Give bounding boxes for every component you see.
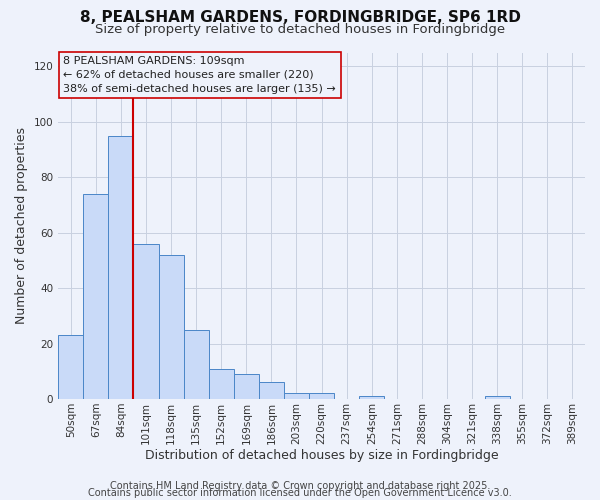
Bar [309, 394, 334, 399]
Bar [83, 194, 109, 399]
Bar [259, 382, 284, 399]
Bar [485, 396, 510, 399]
Bar [58, 336, 83, 399]
Text: Contains HM Land Registry data © Crown copyright and database right 2025.: Contains HM Land Registry data © Crown c… [110, 481, 490, 491]
Bar [184, 330, 209, 399]
Bar [209, 368, 234, 399]
Text: 8 PEALSHAM GARDENS: 109sqm
← 62% of detached houses are smaller (220)
38% of sem: 8 PEALSHAM GARDENS: 109sqm ← 62% of deta… [64, 56, 336, 94]
Y-axis label: Number of detached properties: Number of detached properties [15, 128, 28, 324]
Bar [109, 136, 133, 399]
Bar [234, 374, 259, 399]
Bar [284, 394, 309, 399]
Bar [133, 244, 158, 399]
X-axis label: Distribution of detached houses by size in Fordingbridge: Distribution of detached houses by size … [145, 450, 499, 462]
Text: Contains public sector information licensed under the Open Government Licence v3: Contains public sector information licen… [88, 488, 512, 498]
Text: 8, PEALSHAM GARDENS, FORDINGBRIDGE, SP6 1RD: 8, PEALSHAM GARDENS, FORDINGBRIDGE, SP6 … [80, 10, 520, 25]
Bar [359, 396, 385, 399]
Text: Size of property relative to detached houses in Fordingbridge: Size of property relative to detached ho… [95, 22, 505, 36]
Bar [158, 255, 184, 399]
